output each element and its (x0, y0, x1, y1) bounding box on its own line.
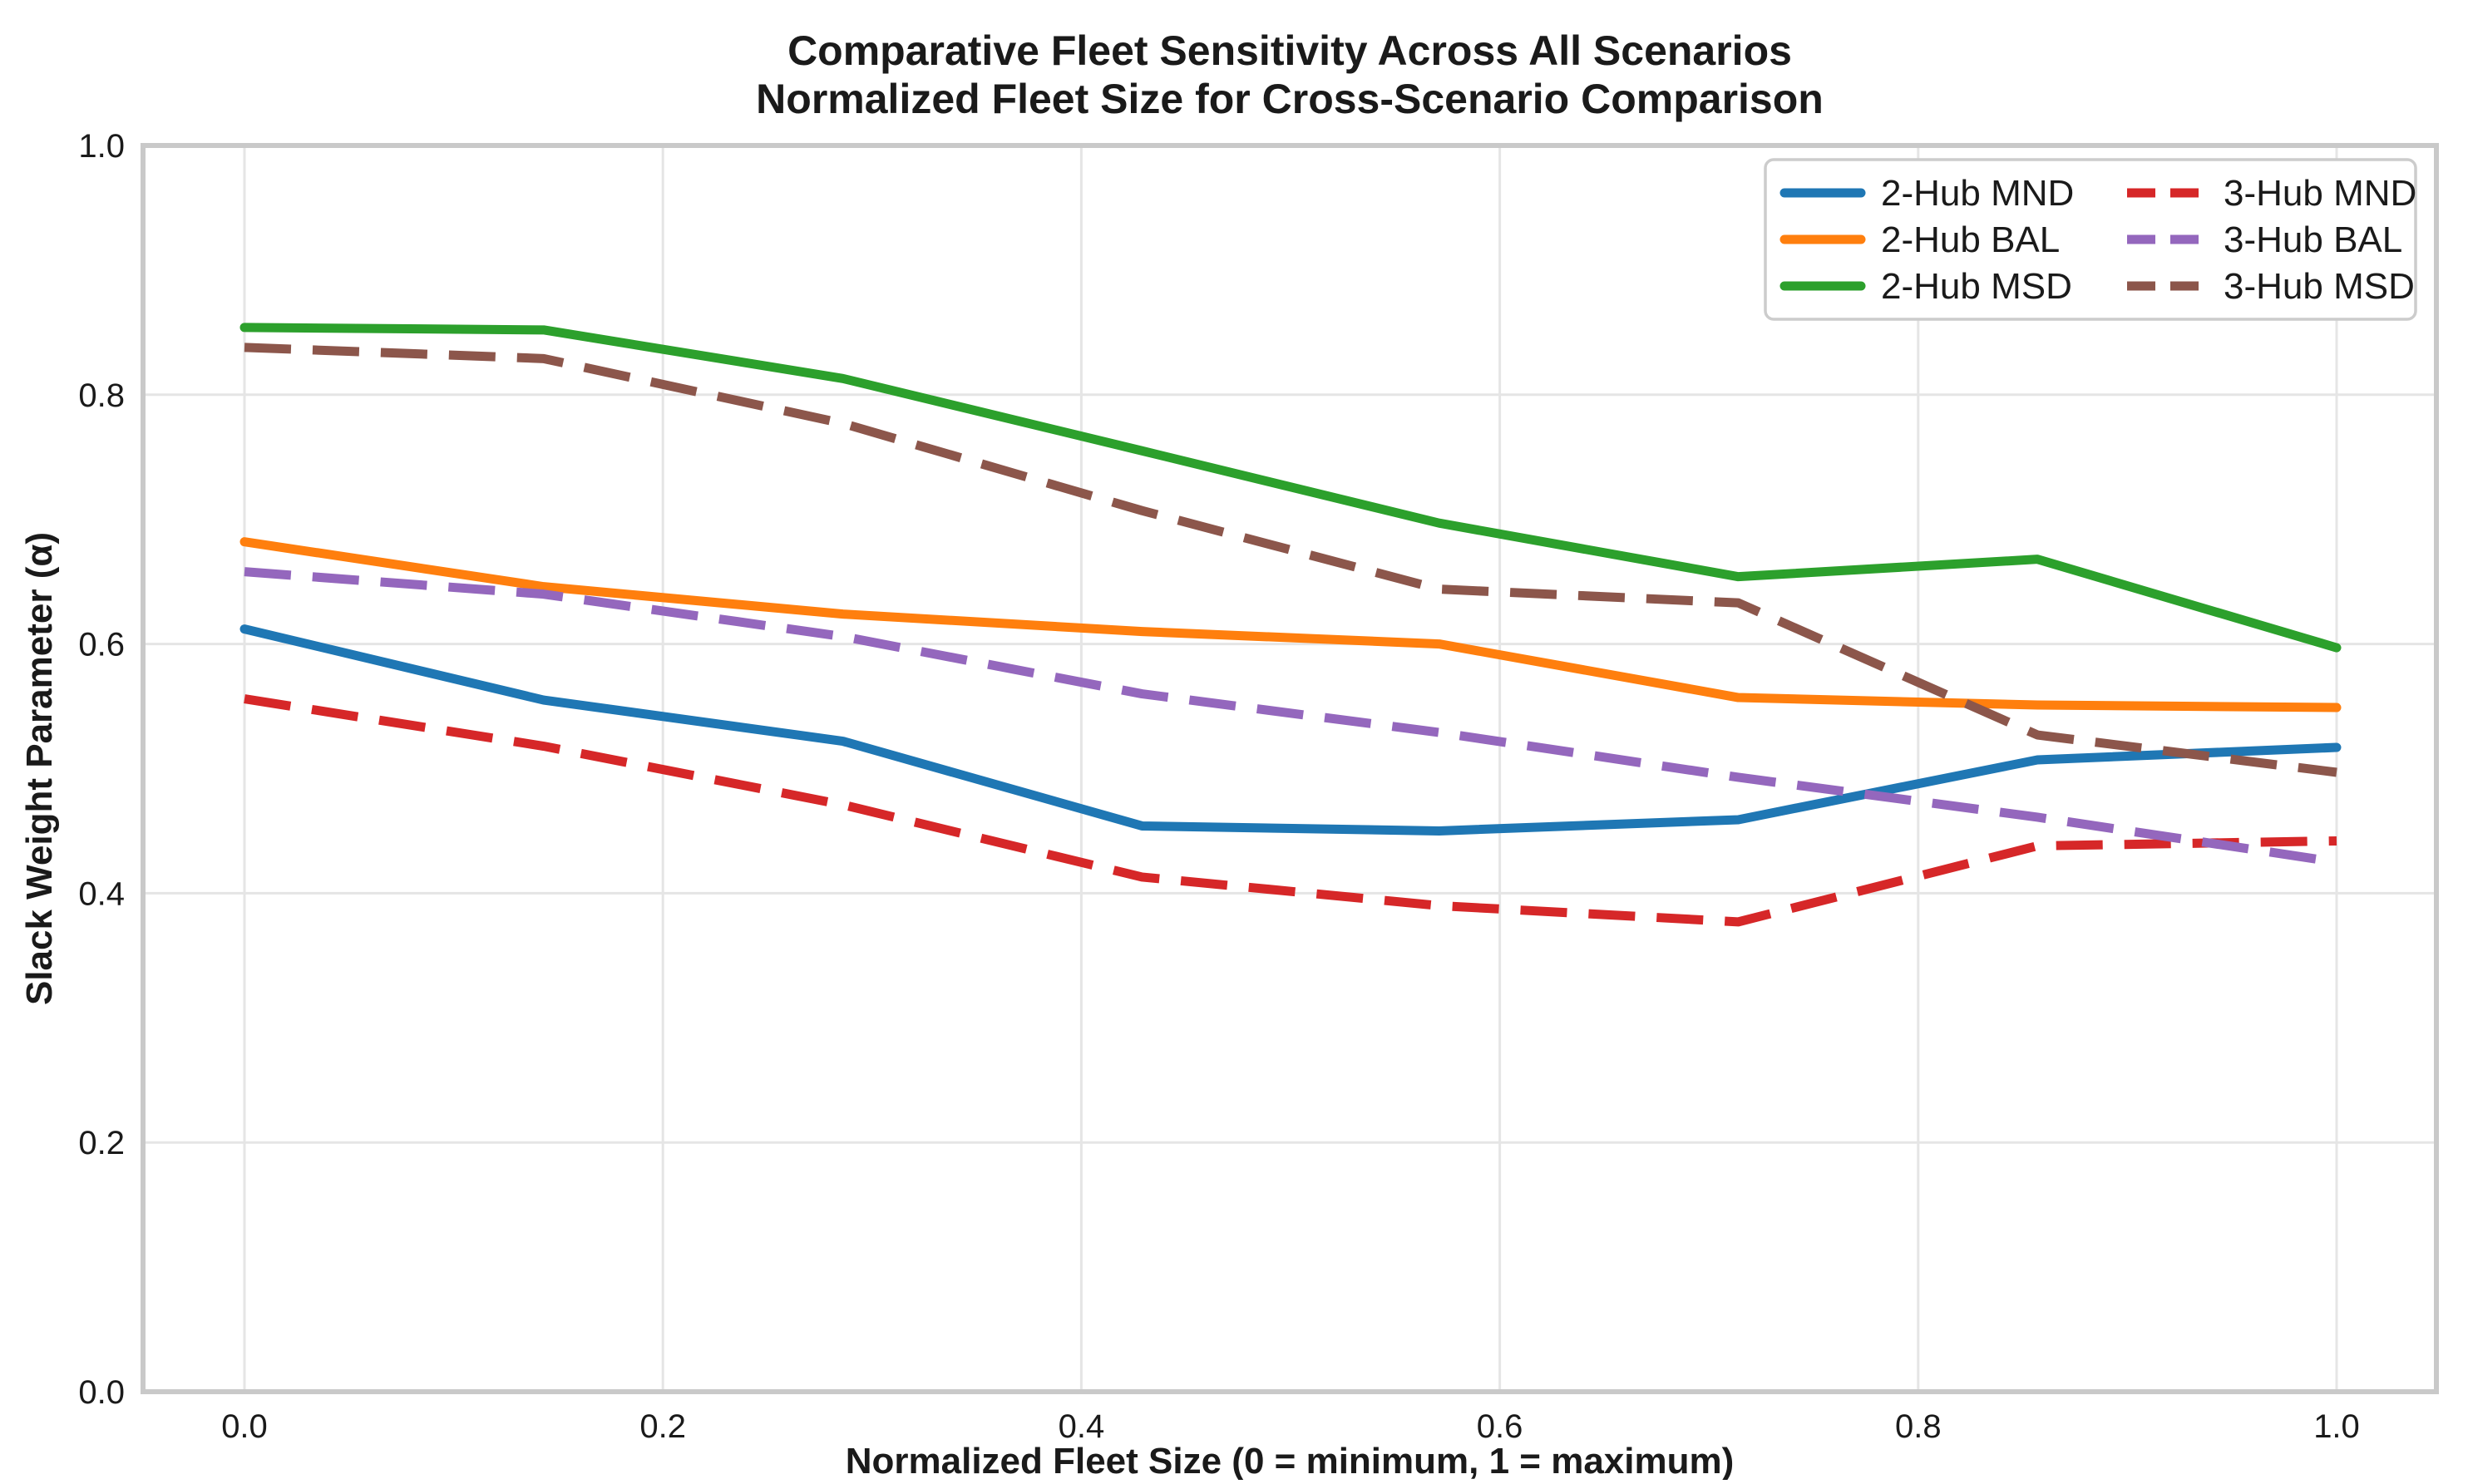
series-line-2-hub-mnd (239, 624, 2342, 836)
chart-title-line-2: Normalized Fleet Size for Cross-Scenario… (756, 76, 1824, 122)
y-tick-label: 0.0 (78, 1374, 125, 1411)
y-tick-label: 0.8 (78, 377, 125, 414)
legend-label-3-hub-msd: 3-Hub MSD (2224, 266, 2415, 307)
x-tick-label: 0.4 (1059, 1408, 1105, 1445)
x-tick-label: 0.0 (221, 1408, 268, 1445)
legend: 2-Hub MND 2-Hub BAL 2-Hub MSD 3-Hub MND 3-Hu… (1764, 158, 2417, 321)
legend-label-3-hub-bal: 3-Hub BAL (2224, 219, 2402, 260)
x-tick-label: 1.0 (2313, 1408, 2360, 1445)
x-axis-label: Normalized Fleet Size (0 = minimum, 1 = … (846, 1441, 1735, 1480)
y-tick-label: 1.0 (78, 128, 125, 165)
x-tick-label: 0.8 (1895, 1408, 1942, 1445)
x-tick-label: 0.6 (1477, 1408, 1523, 1445)
y-tick-label: 0.6 (78, 627, 125, 663)
legend-label-3-hub-mnd: 3-Hub MND (2224, 173, 2416, 214)
y-tick-label: 0.2 (78, 1125, 125, 1161)
series-line-2-hub-bal (239, 537, 2342, 712)
series-line-2-hub-msd (239, 323, 2342, 653)
axes-spines (141, 143, 2439, 1394)
x-tick-label: 0.2 (639, 1408, 686, 1445)
series-line-3-hub-msd (244, 343, 2337, 777)
plot-border (141, 143, 2439, 1394)
legend-label-2-hub-msd: 2-Hub MSD (1881, 266, 2072, 307)
legend-box (1764, 158, 2417, 321)
series-line-3-hub-bal (244, 567, 2337, 867)
series-lines (239, 323, 2342, 927)
y-tick-label: 0.4 (78, 875, 125, 912)
legend-label-2-hub-bal: 2-Hub BAL (1881, 219, 2060, 260)
tick-labels: 0.0 0.2 0.4 0.6 0.8 1.0 0.0 0.2 0.4 0.6 0.8 1.0 (78, 128, 2359, 1445)
titles-and-labels: Comparative Fleet Sensitivity Across All… (19, 27, 1824, 1482)
legend-label-2-hub-mnd: 2-Hub MND (1881, 173, 2074, 214)
chart-title-line-1: Comparative Fleet Sensitivity Across All… (787, 27, 1792, 74)
y-axis-label: Slack Weight Parameter (α) (19, 532, 60, 1005)
series-line-3-hub-mnd (244, 694, 2337, 927)
